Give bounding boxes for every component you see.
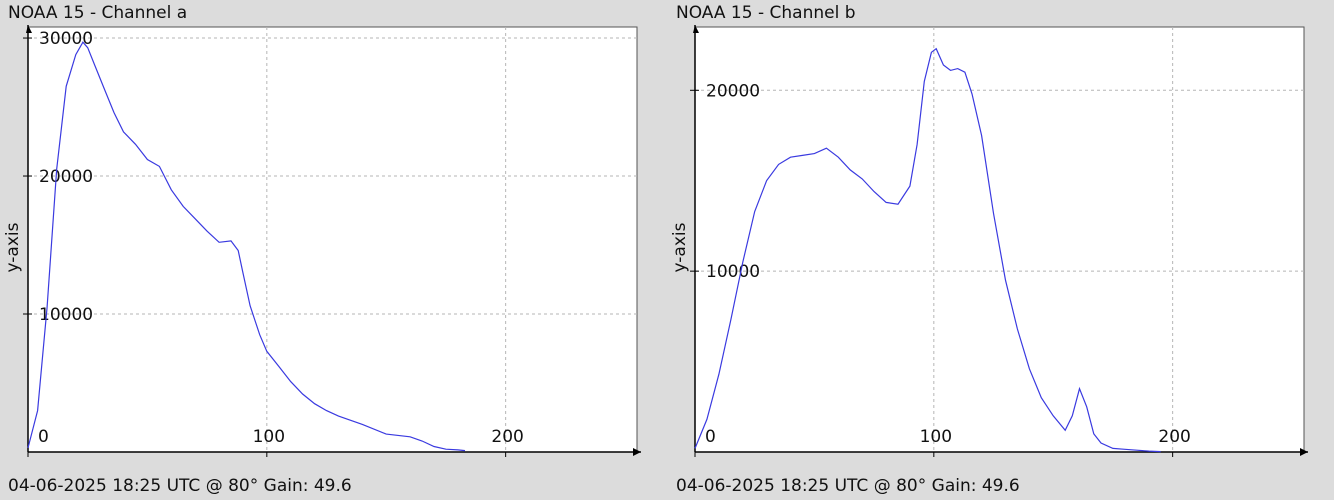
x-axis-arrow [633, 448, 641, 456]
chart-a-footer: 04-06-2025 18:25 UTC @ 80° Gain: 49.6 [8, 476, 352, 496]
x-tick-label: 0 [705, 427, 716, 447]
x-tick-label: 100 [253, 427, 285, 447]
y-tick-label: 30000 [39, 29, 93, 49]
y-axis-label: y-axis [670, 222, 690, 272]
plot-area [694, 26, 1305, 453]
y-tick-label: 20000 [706, 81, 760, 101]
chart-a-title: NOAA 15 - Channel a [8, 3, 188, 23]
x-tick-label: 0 [38, 427, 49, 447]
series-line [27, 41, 466, 452]
y-axis-label: y-axis [3, 222, 23, 272]
plot-area [27, 26, 638, 453]
y-tick-label: 10000 [706, 262, 760, 282]
x-axis-arrow [1300, 448, 1308, 456]
chart-a: 0 100 200 10000 20000 30000 y-axis [3, 25, 641, 457]
series-line [694, 47, 1161, 453]
x-tick-label: 200 [491, 427, 523, 447]
chart-b-footer: 04-06-2025 18:25 UTC @ 80° Gain: 49.6 [676, 476, 1020, 496]
chart-b-title: NOAA 15 - Channel b [676, 3, 856, 23]
y-axis-arrow [26, 25, 32, 33]
x-tick-label: 100 [920, 427, 952, 447]
x-tick-label: 200 [1158, 427, 1190, 447]
y-tick-label: 10000 [39, 305, 93, 325]
y-axis-arrow [693, 25, 699, 33]
chart-b: 0 100 200 10000 20000 y-axis [670, 25, 1308, 457]
y-tick-label: 20000 [39, 167, 93, 187]
